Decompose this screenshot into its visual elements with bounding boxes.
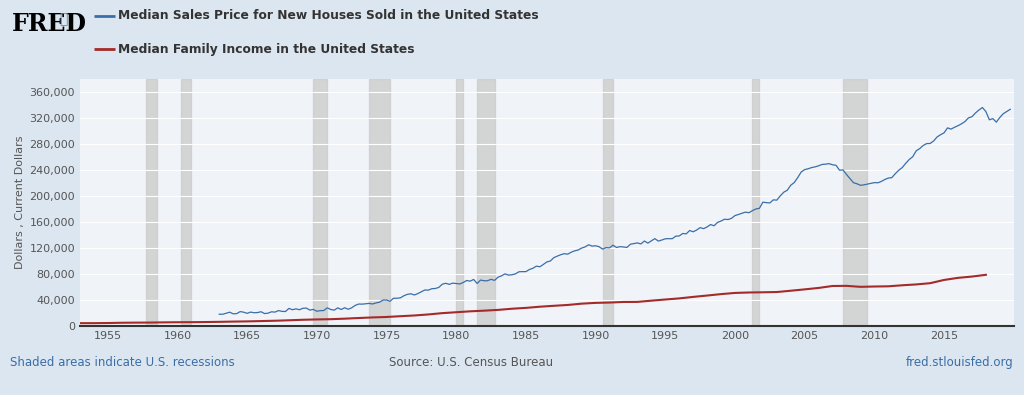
Text: Median Sales Price for New Houses Sold in the United States: Median Sales Price for New Houses Sold i… (118, 9, 539, 23)
Bar (843, 79, 867, 326)
Text: fred.stlouisfed.org: fred.stlouisfed.org (906, 356, 1014, 369)
Text: ⤴: ⤴ (59, 12, 68, 26)
Bar (457, 79, 463, 326)
Text: Shaded areas indicate U.S. recessions: Shaded areas indicate U.S. recessions (10, 356, 234, 369)
Y-axis label: Dollars , Current Dollars: Dollars , Current Dollars (15, 136, 26, 269)
Bar (477, 79, 495, 326)
Bar (313, 79, 328, 326)
Bar (146, 79, 157, 326)
Text: Source: U.S. Census Bureau: Source: U.S. Census Bureau (389, 356, 553, 369)
Bar (753, 79, 760, 326)
Bar (602, 79, 613, 326)
Bar (369, 79, 390, 326)
Text: FRED: FRED (12, 12, 87, 36)
Text: Median Family Income in the United States: Median Family Income in the United State… (118, 43, 415, 56)
Bar (181, 79, 191, 326)
